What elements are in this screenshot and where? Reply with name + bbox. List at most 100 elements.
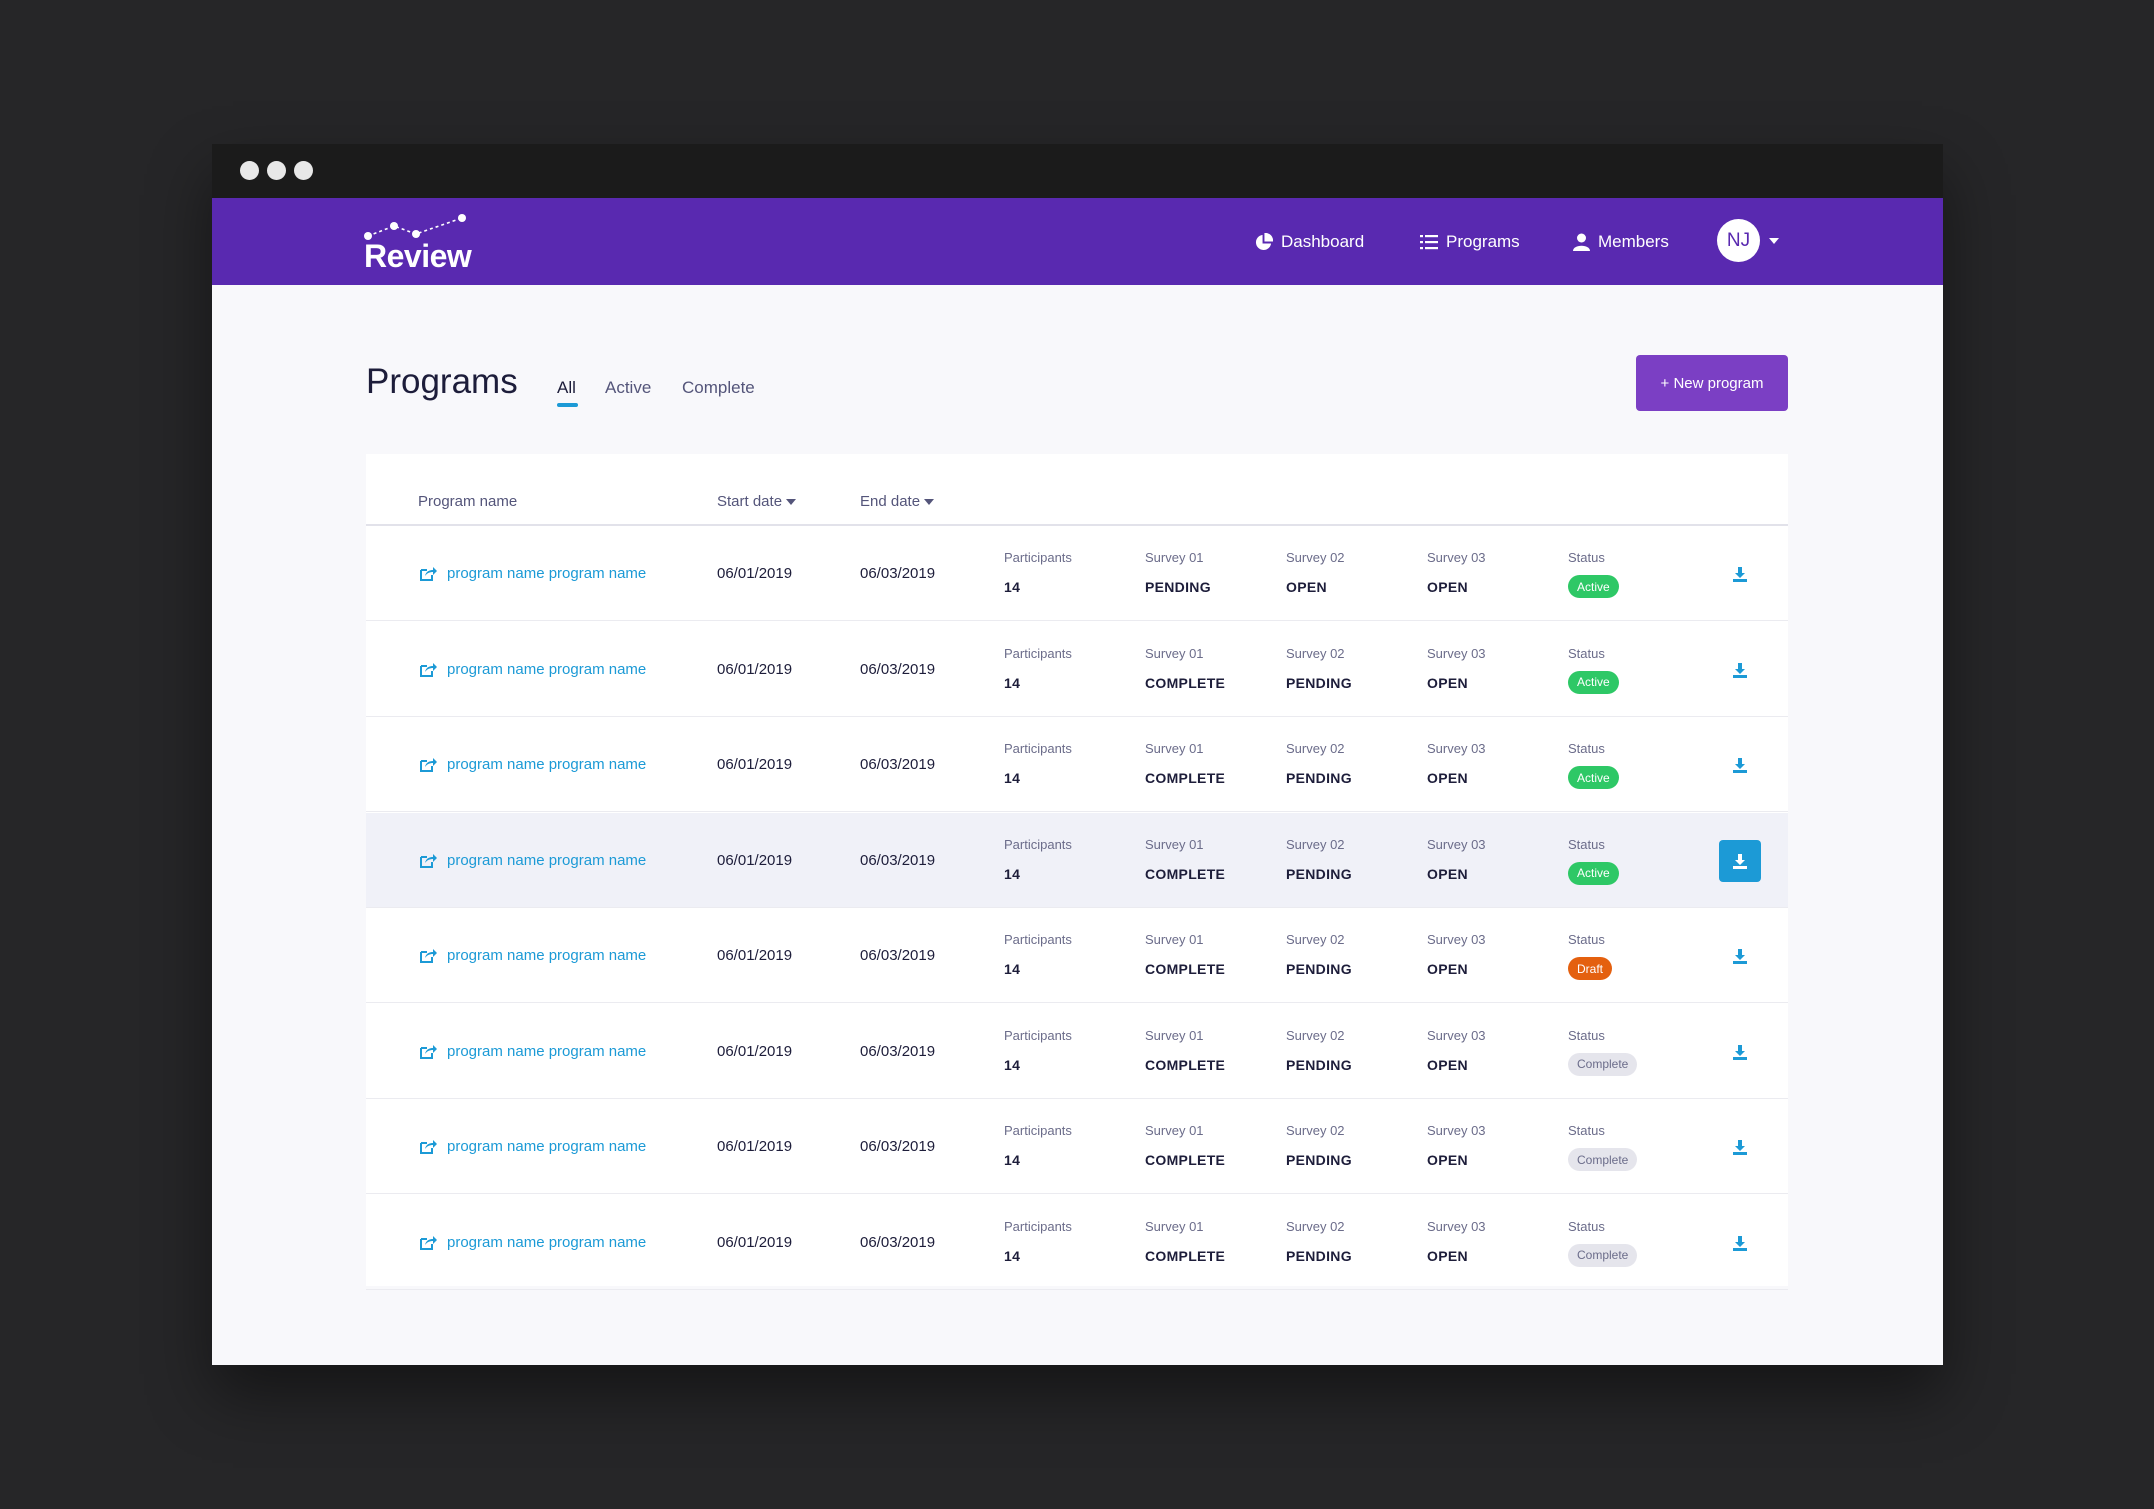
- external-link-icon: [420, 1044, 437, 1059]
- participants-label: Participants: [1004, 1123, 1072, 1138]
- start-date: 06/01/2019: [717, 947, 793, 964]
- download-button[interactable]: [1719, 649, 1761, 691]
- tab-active[interactable]: Active: [605, 378, 652, 397]
- program-name-link[interactable]: program name program name: [420, 852, 646, 869]
- nav-dashboard-label: Dashboard: [1281, 232, 1365, 251]
- end-date: 06/03/2019: [860, 1233, 936, 1251]
- program-name-label: program name program name: [447, 851, 647, 869]
- download-button[interactable]: [1719, 1222, 1761, 1264]
- start-date: 06/01/2019: [717, 851, 793, 869]
- download-icon: [1733, 949, 1747, 964]
- end-date: 06/03/2019: [860, 660, 936, 678]
- download-button[interactable]: [1719, 744, 1761, 786]
- participants-value: 14: [1004, 1152, 1021, 1168]
- external-link-icon: [420, 1235, 437, 1250]
- nav-programs[interactable]: Programs: [1420, 228, 1520, 256]
- survey-03-value: OPEN: [1427, 770, 1468, 786]
- end-date: 06/03/2019: [860, 947, 936, 964]
- program-name-link[interactable]: program name program name: [420, 756, 646, 773]
- window-dot-maximize[interactable]: [294, 161, 313, 180]
- pie-chart-icon: [1255, 232, 1273, 250]
- table-row[interactable]: program name program name 06/01/2019 06/03…: [366, 1099, 1788, 1194]
- download-button[interactable]: [1719, 839, 1761, 882]
- survey-03-label: Survey 03: [1427, 741, 1486, 756]
- start-date: 06/01/2019: [717, 756, 793, 773]
- survey-02-value: PENDING: [1286, 674, 1352, 691]
- survey-01-value: COMPLETE: [1145, 770, 1226, 786]
- nav-dashboard[interactable]: Dashboard: [1254, 228, 1364, 256]
- external-link-icon: [420, 758, 437, 772]
- table-row[interactable]: program name program name 06/01/2019 06/03…: [366, 1004, 1788, 1099]
- column-header-end-date-label: End date: [860, 493, 921, 510]
- status-badge: Draft: [1568, 957, 1613, 980]
- download-icon: [1733, 1140, 1747, 1155]
- tab-complete[interactable]: Complete: [682, 378, 755, 397]
- survey-02-label: Survey 02: [1286, 1218, 1345, 1234]
- new-program-button[interactable]: + New program: [1636, 355, 1788, 411]
- window-dot-minimize[interactable]: [267, 161, 286, 180]
- table-row[interactable]: program name program name 06/01/2019 06/03…: [366, 717, 1788, 812]
- end-date: 06/03/2019: [860, 756, 936, 773]
- participants-value: 14: [1004, 1247, 1021, 1264]
- survey-01-label: Survey 01: [1145, 1027, 1204, 1043]
- nav-members[interactable]: Members: [1573, 228, 1669, 256]
- download-button[interactable]: [1719, 1031, 1761, 1073]
- program-name-link[interactable]: program name program name: [420, 661, 646, 678]
- download-button[interactable]: [1719, 1126, 1761, 1168]
- table-row[interactable]: program name program name 06/01/2019 06/03…: [366, 908, 1788, 1003]
- window-dot-close[interactable]: [240, 161, 259, 180]
- status-badge: Active: [1568, 766, 1619, 789]
- participants-label: Participants: [1004, 741, 1072, 756]
- program-name-label: program name program name: [447, 660, 647, 678]
- table-row[interactable]: program name program name 06/01/2019 06/03…: [366, 812, 1788, 908]
- end-date: 06/03/2019: [860, 1138, 936, 1155]
- program-name-link[interactable]: program name program name: [420, 1234, 646, 1251]
- program-name-label: program name program name: [447, 1233, 647, 1251]
- column-header-start-date[interactable]: Start date: [717, 493, 797, 510]
- external-link-icon: [420, 853, 437, 868]
- table-row[interactable]: program name program name 06/01/2019 06/03…: [366, 526, 1788, 621]
- header-divider: [366, 524, 1788, 526]
- participants-value: 14: [1004, 865, 1021, 882]
- participants-label: Participants: [1004, 1027, 1072, 1043]
- survey-01-value: COMPLETE: [1145, 1152, 1226, 1168]
- table-row[interactable]: program name program name 06/01/2019 06/03…: [366, 622, 1788, 717]
- survey-03-label: Survey 03: [1427, 836, 1486, 852]
- sort-caret-down-icon: [786, 498, 797, 505]
- download-button[interactable]: [1719, 553, 1761, 595]
- survey-03-value: OPEN: [1427, 1152, 1468, 1168]
- column-header-start-date-label: Start date: [717, 493, 783, 510]
- survey-02-value: OPEN: [1286, 579, 1327, 595]
- program-name-link[interactable]: program name program name: [420, 565, 646, 582]
- participants-label: Participants: [1004, 550, 1072, 565]
- program-name-link[interactable]: program name program name: [420, 1138, 646, 1155]
- end-date: 06/03/2019: [860, 1042, 936, 1060]
- program-name-link[interactable]: program name program name: [420, 1043, 646, 1060]
- survey-02-value: PENDING: [1286, 1056, 1352, 1073]
- survey-02-value: PENDING: [1286, 865, 1352, 882]
- program-name-link[interactable]: program name program name: [420, 947, 646, 964]
- tab-active-indicator: [557, 403, 578, 407]
- status-badge: Complete: [1568, 1052, 1638, 1076]
- external-link-icon: [420, 567, 437, 581]
- survey-01-value: COMPLETE: [1145, 1247, 1226, 1264]
- window-titlebar: [212, 144, 1943, 198]
- review-logo[interactable]: Review: [364, 212, 484, 274]
- survey-01-label: Survey 01: [1145, 550, 1204, 565]
- program-name-label: program name program name: [447, 565, 647, 582]
- download-button[interactable]: [1719, 935, 1761, 977]
- end-date: 06/03/2019: [860, 565, 936, 582]
- table-row[interactable]: program name program name 06/01/2019 06/03…: [366, 1195, 1788, 1290]
- download-icon: [1733, 758, 1747, 773]
- status-label: Status: [1568, 550, 1605, 565]
- start-date: 06/01/2019: [717, 660, 793, 678]
- participants-label: Participants: [1004, 932, 1072, 947]
- survey-02-label: Survey 02: [1286, 836, 1345, 852]
- survey-03-label: Survey 03: [1427, 1027, 1486, 1043]
- avatar-caret-down-icon[interactable]: [1769, 238, 1779, 244]
- column-header-end-date[interactable]: End date: [860, 493, 935, 510]
- program-name-label: program name program name: [447, 947, 647, 964]
- user-avatar[interactable]: NJ: [1717, 219, 1760, 262]
- tab-all[interactable]: All: [557, 378, 576, 397]
- survey-02-label: Survey 02: [1286, 1027, 1345, 1043]
